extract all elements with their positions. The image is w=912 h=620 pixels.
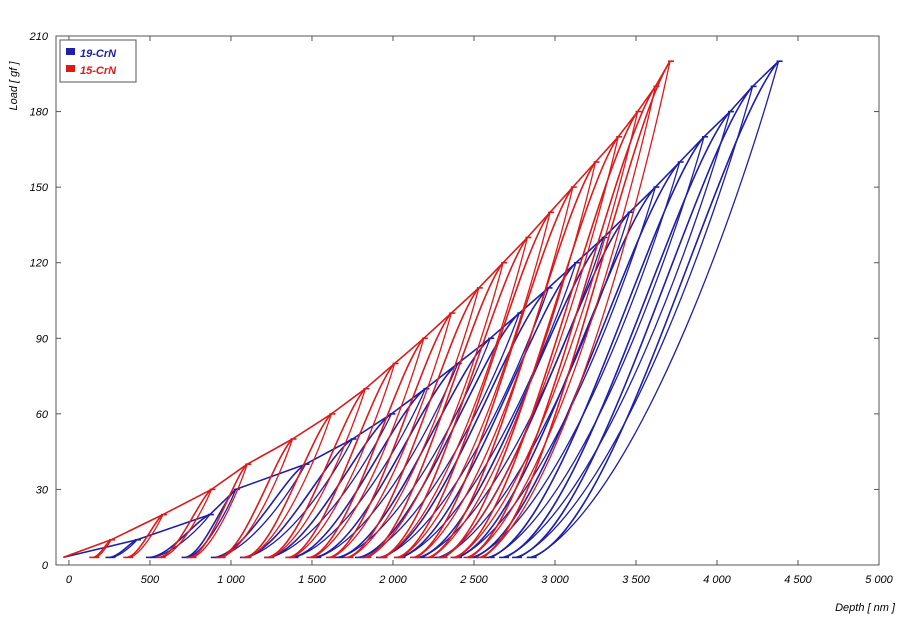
reloading-curve [384, 237, 529, 558]
unloading-curve [455, 186, 656, 559]
reloading-curve [350, 287, 480, 558]
reloading-curve [400, 212, 551, 558]
reloading-curve [112, 539, 138, 559]
reloading-curve [222, 438, 294, 558]
unloading-curve [365, 262, 504, 559]
unloading-curve [399, 262, 577, 559]
legend-swatch-19-crn [66, 48, 75, 55]
x-tick-label: 3 500 [622, 574, 650, 586]
reloading-curve [382, 287, 550, 558]
reloading-curve [457, 111, 639, 558]
y-tick-label: 30 [36, 484, 49, 496]
y-tick-label: 0 [42, 560, 49, 572]
reloading-curve [162, 489, 213, 559]
unloading-curve [219, 438, 294, 559]
unloading-curve [397, 211, 551, 559]
unloading-curve [159, 488, 213, 559]
x-axis-title: Depth [ nm ] [835, 602, 896, 614]
unloading-curve [315, 362, 459, 559]
x-tick-label: 3 000 [541, 574, 569, 586]
unloading-curve [310, 337, 425, 559]
unloading-curve [149, 513, 211, 559]
x-tick-label: 2 500 [459, 574, 488, 586]
unloading-curve [185, 488, 237, 559]
reloading-curve [313, 338, 425, 558]
reloading-curve [188, 489, 237, 559]
unloading-curve [454, 111, 639, 559]
reloading-curve [246, 438, 354, 559]
legend-label-15-crn: 15-CrN [80, 65, 117, 77]
unloading-curve [268, 413, 392, 559]
unloading-curve [214, 463, 306, 559]
reloading-curve [491, 136, 705, 558]
series-layer [63, 60, 783, 559]
reloading-curve [95, 539, 112, 558]
y-tick-label: 120 [30, 258, 49, 270]
reloading-curve [270, 388, 367, 558]
reloading-curve [332, 312, 452, 558]
x-tick-label: 500 [141, 574, 160, 586]
unloading-curve [292, 388, 426, 559]
unloading-curve [413, 186, 574, 559]
unloading-curve [289, 362, 396, 559]
x-tick-label: 4 000 [703, 574, 731, 586]
y-tick-label: 210 [29, 31, 49, 43]
unloading-curve [428, 161, 597, 559]
x-tick-label: 1 500 [298, 574, 326, 586]
x-tick-label: 4 500 [784, 574, 812, 586]
plot-frame [55, 35, 880, 566]
reloading-curve [483, 61, 671, 558]
unloading-curve [379, 287, 550, 559]
reloading-curve [248, 413, 333, 558]
unloading-curve [347, 287, 480, 559]
unloading-curve [502, 111, 731, 559]
unloading-curve [467, 85, 657, 559]
unloading-curve [245, 413, 332, 559]
unloading-curve [441, 136, 619, 559]
legend-box [59, 39, 137, 83]
legend: 19-CrN 15-CrN [59, 39, 137, 83]
unloading-curve [127, 513, 164, 559]
unloading-curve [267, 388, 366, 559]
reloading-curve [402, 262, 577, 558]
y-tick-label: 180 [30, 107, 49, 119]
y-axis-title: Load [ gf ] [8, 61, 20, 111]
x-tick-label: 0 [66, 574, 73, 586]
y-tick-label: 60 [36, 409, 49, 421]
reloading-curve [295, 388, 426, 559]
unloading-curve [190, 463, 248, 559]
unloading-curve [480, 60, 671, 559]
x-tick-label: 2 000 [378, 574, 407, 586]
axis-layer: 0 500 1 000 1 500 2 000 2 500 3 000 3 500 4 000 4… [29, 31, 894, 586]
reloading-curve [270, 413, 392, 559]
x-tick-label: 1 000 [217, 574, 245, 586]
unloading-curve [329, 312, 452, 559]
reloading-curve [193, 463, 248, 558]
reloading-curve [291, 363, 396, 558]
unloading-curve [381, 237, 529, 559]
reloading-curve [152, 514, 211, 559]
reloading-curve [416, 186, 574, 558]
reloading-curve [470, 86, 657, 558]
unloading-curve [358, 312, 520, 559]
x-tick-label: 5 000 [865, 574, 893, 586]
reloading-curve [130, 514, 164, 559]
legend-label-19-crn: 19-CrN [80, 48, 117, 60]
unloading-curve [530, 60, 780, 559]
reloading-curve [505, 111, 731, 558]
unloading-curve [515, 85, 754, 559]
unloading-curve [488, 136, 705, 559]
y-tick-label: 150 [30, 182, 49, 194]
legend-swatch-15-crn [66, 65, 75, 72]
series-15-crn [63, 60, 674, 559]
reloading-curve [533, 61, 780, 558]
reloading-curve [368, 262, 504, 558]
y-tick-label: 90 [36, 333, 49, 345]
